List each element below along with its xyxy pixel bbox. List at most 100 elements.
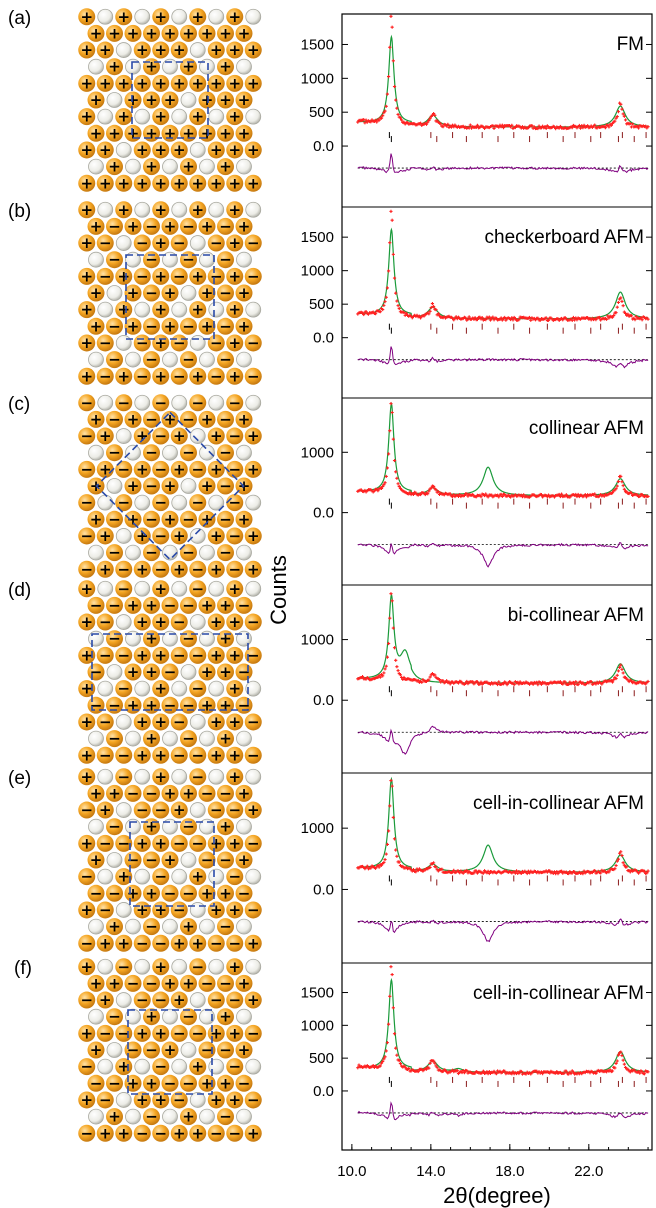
observed-point bbox=[488, 318, 493, 322]
spin-up-sign: + bbox=[136, 527, 149, 545]
spin-atom bbox=[115, 1124, 133, 1142]
spin-atom bbox=[152, 991, 170, 1009]
spin-atom bbox=[78, 1058, 96, 1076]
spin-down-sign: − bbox=[173, 834, 186, 852]
spin-atom bbox=[235, 851, 253, 869]
spin-up-sign: + bbox=[136, 1091, 149, 1109]
spin-atom bbox=[106, 351, 123, 369]
observed-point bbox=[510, 123, 514, 127]
spin-atom bbox=[78, 334, 96, 352]
spin-atom bbox=[143, 596, 160, 614]
spin-down-sign: − bbox=[191, 394, 204, 412]
spin-atom bbox=[78, 934, 96, 952]
spin-atom bbox=[235, 217, 253, 235]
spin-down-sign: − bbox=[80, 460, 93, 478]
spin-down-sign: − bbox=[136, 367, 149, 385]
magnetic-unit-cell bbox=[129, 821, 215, 907]
spin-atom bbox=[124, 884, 142, 902]
spin-up-sign: + bbox=[145, 730, 158, 748]
spin-atom bbox=[133, 527, 151, 545]
spin-atom bbox=[244, 801, 262, 819]
spin-atom bbox=[106, 317, 123, 335]
spin-up-sign: + bbox=[99, 527, 112, 545]
spin-atom bbox=[161, 284, 179, 302]
spin-up-sign: + bbox=[117, 367, 130, 385]
spin-down-sign: − bbox=[117, 580, 130, 598]
spin-down-sign: − bbox=[228, 868, 241, 886]
spin-atom bbox=[152, 367, 170, 385]
spin-up-sign: + bbox=[99, 991, 112, 1009]
spin-down-sign: − bbox=[173, 334, 186, 352]
spin-down-sign: − bbox=[191, 1024, 204, 1042]
spin-atom bbox=[207, 934, 225, 952]
spin-down-sign: − bbox=[182, 818, 195, 836]
observed-point bbox=[382, 483, 386, 487]
nonmagnetic-atom bbox=[236, 544, 252, 561]
observed-point bbox=[385, 1041, 390, 1045]
observed-point bbox=[614, 487, 618, 491]
spin-atom bbox=[226, 1091, 244, 1109]
observed-point bbox=[530, 124, 534, 128]
spin-down-sign: − bbox=[219, 251, 232, 269]
observed-point bbox=[389, 778, 393, 783]
spin-up-sign: + bbox=[154, 901, 167, 919]
spin-atom bbox=[106, 444, 123, 462]
observed-point bbox=[571, 1070, 576, 1074]
nonmagnetic-atom bbox=[106, 285, 123, 301]
spin-up-sign: + bbox=[154, 74, 167, 92]
spin-up-sign: + bbox=[136, 1024, 149, 1042]
observed-point bbox=[646, 317, 650, 321]
panel-title: cell-in-collinear AFM bbox=[473, 983, 644, 1004]
spin-down-sign: − bbox=[182, 596, 195, 614]
spin-up-sign: + bbox=[80, 613, 93, 631]
nonmagnetic-atom bbox=[115, 335, 132, 351]
nonmagnetic-atom bbox=[199, 630, 215, 647]
observed-point bbox=[426, 492, 430, 496]
observed-point bbox=[620, 853, 624, 858]
spin-atom bbox=[189, 108, 207, 126]
spin-atom bbox=[189, 394, 207, 412]
spin-up-sign: + bbox=[145, 58, 158, 76]
spin-up-sign: + bbox=[201, 24, 214, 42]
nonmagnetic-atom bbox=[88, 351, 104, 368]
observed-point bbox=[539, 682, 544, 686]
spin-down-sign: − bbox=[228, 991, 241, 1009]
spin-atom bbox=[189, 494, 207, 512]
spin-up-sign: + bbox=[191, 201, 204, 219]
nonmagnetic-atom bbox=[88, 158, 104, 175]
spin-atom bbox=[143, 784, 160, 802]
observed-point bbox=[607, 316, 611, 320]
spin-atom bbox=[106, 158, 123, 176]
spin-atom bbox=[106, 1074, 123, 1092]
spin-down-sign: − bbox=[173, 367, 186, 385]
spin-up-sign: + bbox=[145, 124, 158, 142]
observed-point bbox=[385, 655, 390, 659]
observed-point bbox=[481, 1069, 485, 1073]
spin-down-sign: − bbox=[210, 934, 223, 952]
spin-atom bbox=[235, 284, 253, 302]
spin-up-sign: + bbox=[191, 74, 204, 92]
spin-atom bbox=[189, 868, 207, 886]
nonmagnetic-atom bbox=[97, 958, 114, 975]
observed-point bbox=[475, 317, 480, 322]
spin-atom bbox=[217, 477, 234, 495]
observed-point bbox=[558, 680, 562, 684]
observed-point bbox=[395, 1053, 399, 1057]
nonmagnetic-atom bbox=[171, 1058, 188, 1075]
spin-atom bbox=[133, 1091, 151, 1109]
spin-down-sign: − bbox=[154, 801, 167, 819]
spin-up-sign: + bbox=[127, 284, 140, 302]
observed-point bbox=[379, 1061, 384, 1065]
spin-up-sign: + bbox=[154, 234, 167, 252]
nonmagnetic-atom bbox=[97, 680, 114, 697]
spin-up-sign: + bbox=[191, 1058, 204, 1076]
observed-point bbox=[385, 92, 390, 96]
nonmagnetic-atom bbox=[125, 918, 141, 935]
spin-atom bbox=[87, 410, 105, 428]
observed-point bbox=[391, 1006, 395, 1010]
y-tick-label: 1000 bbox=[301, 632, 334, 649]
spin-down-sign: − bbox=[80, 991, 93, 1009]
spin-up-sign: + bbox=[90, 1041, 103, 1059]
spin-down-sign: − bbox=[201, 1041, 214, 1059]
